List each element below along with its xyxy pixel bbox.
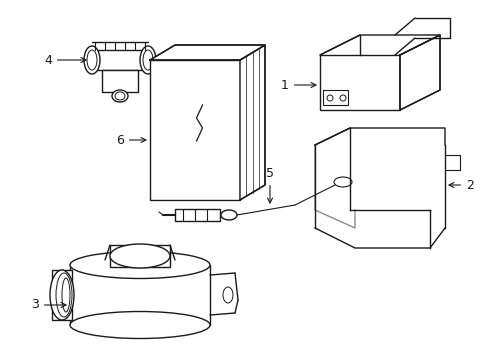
Bar xyxy=(175,209,220,221)
Bar xyxy=(110,245,170,267)
Text: 3: 3 xyxy=(31,298,66,311)
Ellipse shape xyxy=(70,311,209,338)
Ellipse shape xyxy=(70,252,209,279)
Ellipse shape xyxy=(333,177,351,187)
Bar xyxy=(323,90,347,105)
Bar xyxy=(92,50,148,70)
Ellipse shape xyxy=(110,244,170,268)
Ellipse shape xyxy=(56,273,72,317)
Ellipse shape xyxy=(84,46,100,74)
Text: 6: 6 xyxy=(116,134,146,147)
Ellipse shape xyxy=(50,270,74,320)
Text: 1: 1 xyxy=(281,78,315,91)
Bar xyxy=(70,265,209,325)
Ellipse shape xyxy=(339,95,346,101)
Text: 2: 2 xyxy=(448,179,473,192)
Polygon shape xyxy=(240,45,264,200)
Polygon shape xyxy=(319,35,359,55)
Polygon shape xyxy=(150,45,264,60)
Polygon shape xyxy=(399,35,439,110)
Ellipse shape xyxy=(326,95,332,101)
Text: 5: 5 xyxy=(265,167,273,203)
Ellipse shape xyxy=(62,278,70,312)
Bar xyxy=(52,270,72,320)
Ellipse shape xyxy=(142,50,153,70)
Bar xyxy=(102,70,138,92)
Ellipse shape xyxy=(112,90,128,102)
Text: 4: 4 xyxy=(44,54,86,67)
Ellipse shape xyxy=(140,46,156,74)
Bar xyxy=(319,55,399,110)
Ellipse shape xyxy=(223,287,232,303)
Bar xyxy=(150,60,240,200)
Ellipse shape xyxy=(87,50,97,70)
Ellipse shape xyxy=(115,92,125,100)
Ellipse shape xyxy=(221,210,237,220)
